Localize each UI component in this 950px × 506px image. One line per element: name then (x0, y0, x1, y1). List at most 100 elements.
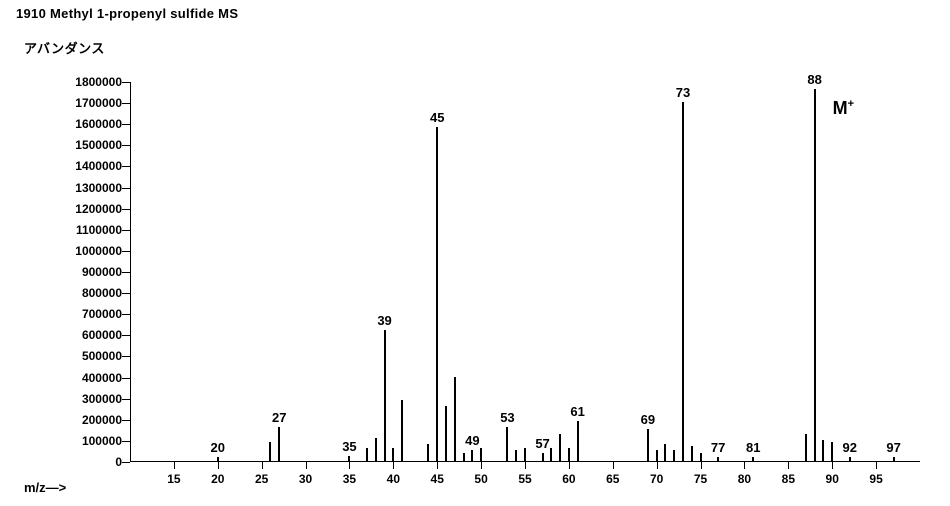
y-tick (122, 188, 130, 189)
y-tick (122, 462, 130, 463)
y-tick (122, 230, 130, 231)
y-tick (122, 293, 130, 294)
spectrum-bar (805, 434, 807, 461)
spectrum-bar (893, 457, 895, 461)
spectrum-bar (568, 448, 570, 461)
peak-label: 81 (746, 440, 760, 455)
y-tick (122, 335, 130, 336)
spectrum-bar (682, 102, 684, 461)
y-tick-label: 100000 (42, 434, 122, 448)
peak-label: 92 (843, 440, 857, 455)
y-tick (122, 166, 130, 167)
y-tick (122, 378, 130, 379)
spectrum-bar (445, 406, 447, 461)
x-tick-label: 90 (826, 472, 839, 486)
spectrum-bar (471, 450, 473, 461)
spectrum-bar (656, 450, 658, 461)
x-tick (262, 462, 263, 469)
y-tick-label: 500000 (42, 349, 122, 363)
spectrum-bar (647, 429, 649, 461)
y-tick (122, 399, 130, 400)
y-axis-label: アバンダンス (24, 38, 105, 57)
spectrum-bar (384, 330, 386, 461)
spectrum-bar (375, 438, 377, 461)
y-tick-label: 1700000 (42, 96, 122, 110)
x-tick-label: 30 (299, 472, 312, 486)
y-tick-label: 1100000 (42, 223, 122, 237)
peak-label: 39 (377, 313, 391, 328)
x-tick-label: 65 (606, 472, 619, 486)
y-tick (122, 103, 130, 104)
x-tick (481, 462, 482, 469)
y-tick-label: 1200000 (42, 202, 122, 216)
x-tick (569, 462, 570, 469)
y-tick-label: 800000 (42, 286, 122, 300)
spectrum-bar (454, 377, 456, 461)
peak-label: 88 (807, 72, 821, 87)
x-tick-label: 70 (650, 472, 663, 486)
peak-label: 57 (535, 436, 549, 451)
peak-label: 53 (500, 410, 514, 425)
x-tick (788, 462, 789, 469)
y-tick (122, 251, 130, 252)
y-tick (122, 420, 130, 421)
page-title: 1910 Methyl 1-propenyl sulfide MS (16, 6, 238, 21)
spectrum-bar (506, 427, 508, 461)
peak-label: 77 (711, 440, 725, 455)
spectrum-bar (463, 453, 465, 461)
x-tick-label: 60 (562, 472, 575, 486)
y-axis (130, 82, 131, 462)
y-tick-label: 300000 (42, 392, 122, 406)
spectrum-bar (673, 450, 675, 461)
spectrum-bar (436, 127, 438, 461)
y-tick-label: 900000 (42, 265, 122, 279)
peak-label: 35 (342, 439, 356, 454)
y-tick-label: 200000 (42, 413, 122, 427)
spectrum-bar (542, 453, 544, 461)
peak-label: 45 (430, 110, 444, 125)
spectrum-bar (515, 450, 517, 461)
spectrum-bar (814, 89, 816, 461)
x-tick (876, 462, 877, 469)
x-tick-label: 20 (211, 472, 224, 486)
y-tick-label: 1400000 (42, 159, 122, 173)
x-tick-label: 50 (474, 472, 487, 486)
y-tick-label: 1000000 (42, 244, 122, 258)
x-tick-label: 45 (431, 472, 444, 486)
spectrum-bar (348, 456, 350, 461)
spectrum-bar (366, 448, 368, 461)
x-tick (218, 462, 219, 469)
x-tick-label: 55 (518, 472, 531, 486)
spectrum-bar (401, 400, 403, 461)
spectrum-plot: 0100000200000300000400000500000600000700… (130, 82, 920, 462)
spectrum-bar (577, 421, 579, 461)
y-tick-label: 0 (42, 455, 122, 469)
spectrum-bar (392, 448, 394, 461)
x-tick (174, 462, 175, 469)
x-tick-label: 95 (869, 472, 882, 486)
y-tick-label: 400000 (42, 371, 122, 385)
spectrum-bar (550, 448, 552, 461)
spectrum-bar (700, 453, 702, 461)
spectrum-bar (559, 434, 561, 461)
y-tick-label: 1300000 (42, 181, 122, 195)
x-tick (437, 462, 438, 469)
x-tick (349, 462, 350, 469)
x-tick (832, 462, 833, 469)
y-tick (122, 209, 130, 210)
y-tick (122, 356, 130, 357)
x-tick-label: 75 (694, 472, 707, 486)
x-axis-label: m/z—> (24, 480, 66, 495)
x-tick (657, 462, 658, 469)
x-tick (393, 462, 394, 469)
y-tick-label: 1800000 (42, 75, 122, 89)
spectrum-bar (278, 427, 280, 461)
peak-label: 61 (570, 404, 584, 419)
x-tick (306, 462, 307, 469)
y-tick (122, 82, 130, 83)
x-tick (701, 462, 702, 469)
molecular-ion-label: M+ (833, 98, 854, 119)
peak-label: 97 (886, 440, 900, 455)
y-tick (122, 145, 130, 146)
peak-label: 27 (272, 410, 286, 425)
